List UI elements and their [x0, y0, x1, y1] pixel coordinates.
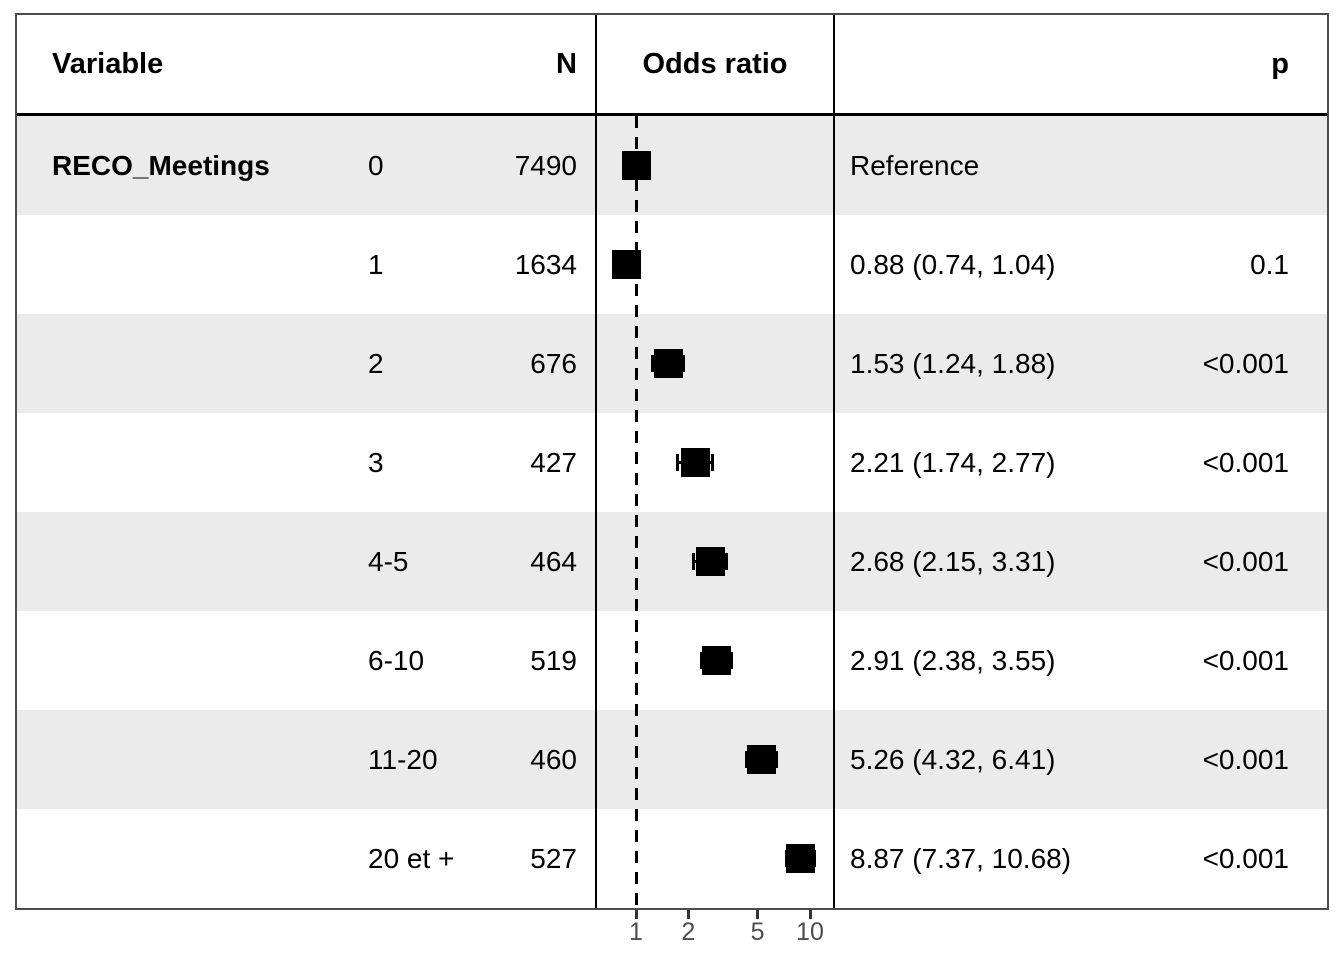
p-value: 0.1	[1250, 248, 1289, 280]
estimate-cell: Reference	[835, 150, 1327, 182]
n-value: 7490	[514, 149, 577, 181]
odds-ratio-marker	[621, 151, 651, 180]
p-value: <0.001	[1202, 842, 1289, 874]
table-row: 20 et + 527 8.87 (7.37, 10.68) <0.001	[17, 809, 1327, 908]
ci-cap	[745, 751, 749, 768]
estimate-cell: 5.26 (4.32, 6.41) <0.001	[835, 744, 1327, 776]
level-label: 3	[368, 446, 384, 478]
estimate-cell: 0.88 (0.74, 1.04) 0.1	[835, 249, 1327, 281]
ci-cap	[700, 652, 704, 669]
header-odds-ratio: Odds ratio	[595, 15, 835, 113]
header-p: p	[1271, 47, 1289, 80]
estimate-label: 1.53 (1.24, 1.88)	[850, 347, 1056, 379]
forest-plot-cell	[595, 116, 835, 215]
level-label: 6-10	[368, 644, 425, 676]
axis-tick	[756, 910, 760, 919]
estimate-label: 0.88 (0.74, 1.04)	[850, 248, 1056, 280]
axis-tick-label: 2	[681, 918, 696, 946]
ci-cap	[682, 355, 686, 372]
reference-line	[634, 116, 638, 908]
forest-plot-cell	[595, 413, 835, 512]
axis-tick	[808, 910, 812, 919]
ci-cap	[711, 454, 715, 471]
forest-plot-cell	[595, 710, 835, 809]
n-value: 527	[530, 842, 577, 874]
odds-ratio-marker	[746, 745, 776, 774]
table-row: 11-20 460 5.26 (4.32, 6.41) <0.001	[17, 710, 1327, 809]
forest-plot-cell	[595, 215, 835, 314]
odds-ratio-marker	[681, 448, 711, 477]
estimate-cell: 8.87 (7.37, 10.68) <0.001	[835, 843, 1327, 875]
forest-plot-cell	[595, 809, 835, 908]
estimate-label: 2.21 (1.74, 2.77)	[850, 446, 1056, 478]
axis-tick	[686, 910, 690, 919]
n-value: 460	[530, 743, 577, 775]
axis-tick-label: 10	[796, 918, 824, 946]
estimate-cell: 2.21 (1.74, 2.77) <0.001	[835, 447, 1327, 479]
ci-cap	[650, 355, 654, 372]
n-value: 1634	[514, 248, 577, 280]
level-label: 1	[368, 248, 384, 280]
p-value: <0.001	[1202, 644, 1289, 676]
n-value: 464	[530, 545, 577, 577]
level-label: 2	[368, 347, 384, 379]
axis-tick	[634, 910, 638, 919]
header-estimate-p: p	[835, 48, 1327, 81]
table-row: 4-5 464 2.68 (2.15, 3.31) <0.001	[17, 512, 1327, 611]
table-row: 3 427 2.21 (1.74, 2.77) <0.001	[17, 413, 1327, 512]
forest-plot-cell	[595, 314, 835, 413]
table-row: 1 1634 0.88 (0.74, 1.04) 0.1	[17, 215, 1327, 314]
odds-ratio-marker	[702, 646, 732, 675]
forest-plot-table: Variable N Odds ratio p RECO_Meetings 0 74…	[15, 13, 1329, 910]
ci-cap	[724, 553, 728, 570]
n-value: 427	[530, 446, 577, 478]
ci-cap	[774, 751, 778, 768]
forest-plot-cell	[595, 611, 835, 710]
n-value: 519	[530, 644, 577, 676]
header-n: N	[556, 47, 577, 80]
estimate-label: Reference	[850, 149, 980, 181]
axis-tick-label: 1	[629, 918, 643, 946]
header-variable: Variable	[52, 47, 164, 80]
odds-ratio-marker	[611, 250, 641, 279]
table-header-row: Variable N Odds ratio p	[17, 15, 1327, 116]
estimate-label: 2.68 (2.15, 3.31)	[850, 545, 1056, 577]
level-label: 20 et +	[368, 842, 455, 874]
level-label: 4-5	[368, 545, 409, 577]
estimate-cell: 2.68 (2.15, 3.31) <0.001	[835, 546, 1327, 578]
table-row: 6-10 519 2.91 (2.38, 3.55) <0.001	[17, 611, 1327, 710]
odds-ratio-marker	[695, 547, 725, 576]
p-value: <0.001	[1202, 347, 1289, 379]
estimate-cell: 2.91 (2.38, 3.55) <0.001	[835, 645, 1327, 677]
ci-cap	[730, 652, 734, 669]
header-odds-ratio-label: Odds ratio	[642, 47, 788, 80]
p-value: <0.001	[1202, 743, 1289, 775]
ci-cap	[676, 454, 680, 471]
table-row: RECO_Meetings 0 7490 Reference	[17, 116, 1327, 215]
p-value: <0.001	[1202, 545, 1289, 577]
level-label: 0	[368, 149, 384, 181]
estimate-label: 2.91 (2.38, 3.55)	[850, 644, 1056, 676]
forest-plot-cell	[595, 512, 835, 611]
level-label: 11-20	[368, 743, 438, 775]
estimate-label: 8.87 (7.37, 10.68)	[850, 842, 1072, 874]
table-body: RECO_Meetings 0 7490 Reference 1 1634 0.88 (0.…	[17, 116, 1327, 908]
axis-tick-label: 5	[750, 918, 765, 946]
odds-ratio-marker	[786, 844, 816, 873]
variable-name: RECO_Meetings	[52, 149, 270, 181]
odds-ratio-marker	[653, 349, 683, 378]
estimate-label: 5.26 (4.32, 6.41)	[850, 743, 1056, 775]
p-value: <0.001	[1202, 446, 1289, 478]
n-value: 676	[530, 347, 577, 379]
ci-cap	[692, 553, 696, 570]
table-row: 2 676 1.53 (1.24, 1.88) <0.001	[17, 314, 1327, 413]
estimate-cell: 1.53 (1.24, 1.88) <0.001	[835, 348, 1327, 380]
